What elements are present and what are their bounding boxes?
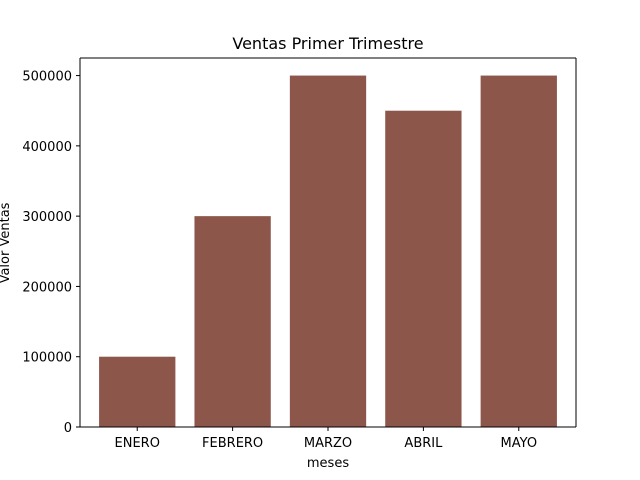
x-tick-label: ENERO	[115, 436, 160, 451]
y-tick-label: 400000	[22, 140, 72, 155]
bar-enero	[99, 356, 176, 427]
x-axis-label: meses	[307, 456, 349, 471]
chart-title: Ventas Primer Trimestre	[232, 34, 423, 53]
bar-febrero	[194, 216, 271, 427]
y-tick-label: 500000	[22, 70, 72, 85]
y-tick-label: 200000	[22, 280, 72, 295]
bar-mayo	[480, 75, 557, 427]
y-axis-label: Valor Ventas	[0, 202, 13, 283]
x-tick-label: ABRIL	[404, 436, 443, 451]
y-tick-label: 0	[64, 421, 72, 436]
x-tick-label: MAYO	[500, 436, 537, 451]
bar-abril	[385, 110, 462, 428]
x-tick-label: FEBRERO	[202, 436, 263, 451]
y-tick-label: 100000	[22, 351, 72, 366]
x-tick-label: MARZO	[304, 436, 352, 451]
plot-area: 0 100000 200000 300000 400000 500000 ENERO FEBR…	[22, 57, 577, 451]
bar-marzo	[289, 75, 367, 427]
y-tick-label: 300000	[22, 210, 72, 225]
